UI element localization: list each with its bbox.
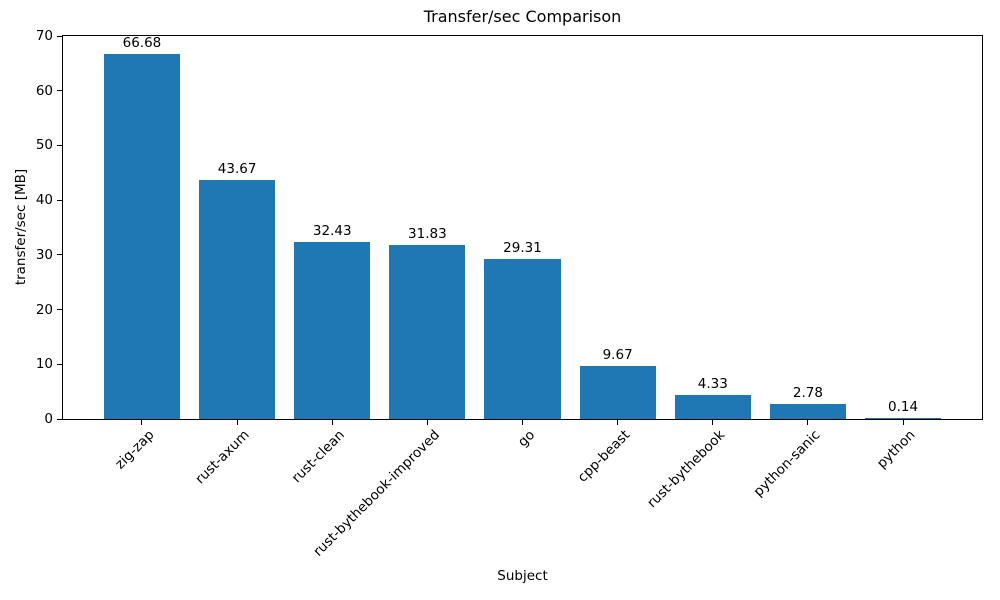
x-axis-tick (902, 420, 904, 425)
x-tick-label-python: python (873, 427, 919, 472)
y-axis-tick-label: 30 (35, 246, 53, 263)
bar-go (484, 258, 561, 419)
bar-rust-bythebook (674, 395, 751, 419)
bar-value-label: 32.43 (312, 222, 352, 239)
y-axis-tick (57, 363, 62, 365)
x-tick-label-cpp-beast: cpp-beast (574, 427, 633, 486)
y-axis-tick-label: 10 (35, 356, 53, 373)
y-axis-tick-label: 60 (35, 82, 53, 99)
y-axis-tick-label: 0 (44, 411, 53, 427)
y-axis-label: transfer/sec [MB] (13, 168, 29, 286)
bar-cpp-beast (579, 366, 656, 419)
y-axis-tick (57, 309, 62, 311)
bar-value-label: 29.31 (503, 239, 542, 256)
bar-value-label: 43.67 (217, 161, 257, 178)
y-axis-tick-label: 40 (35, 192, 53, 209)
bar-value-label: 66.68 (122, 35, 162, 52)
y-axis-tick (57, 35, 62, 37)
y-axis-tick (57, 418, 62, 420)
x-tick-label-rust-axum: rust-axum (192, 427, 253, 488)
x-tick-label-rust-bythebook: rust-bythebook (643, 427, 729, 512)
x-tick-label-go: go (514, 427, 538, 451)
y-axis-tick (57, 199, 62, 201)
chart-title: Transfer/sec Comparison (423, 7, 622, 26)
bar-zig-zap (103, 54, 180, 419)
bar-value-label: 31.83 (408, 225, 447, 242)
x-axis-tick (236, 420, 238, 425)
x-tick-label-python-sanic: python-sanic (750, 427, 824, 500)
x-tick-label-rust-clean: rust-clean (288, 427, 348, 487)
plot-area: 0 10 20 30 40 50 60 70 66.68 zig-zap 43.67 rust-axu… (36, 28, 983, 560)
bar-rust-bythebook-improved (389, 244, 466, 419)
bar-python-sanic (769, 403, 846, 419)
bar-value-label: 4.33 (697, 376, 728, 393)
y-axis-tick-label: 70 (35, 28, 53, 44)
bar-python (864, 418, 942, 419)
bar-rust-clean (294, 241, 371, 419)
y-axis-tick (57, 254, 62, 256)
x-axis-label: Subject (497, 568, 548, 584)
x-axis-tick (807, 420, 809, 425)
x-axis-tick (426, 420, 428, 425)
x-axis-tick (141, 420, 143, 425)
x-axis-tick (617, 420, 619, 425)
bar-value-label: 9.67 (602, 347, 633, 364)
y-axis-tick-label: 20 (35, 301, 53, 318)
bar-value-label: 2.78 (792, 384, 823, 401)
bar-rust-axum (199, 180, 276, 419)
y-axis-tick (57, 144, 62, 146)
x-axis-tick (712, 420, 714, 425)
x-tick-label-zig-zap: zig-zap (111, 427, 158, 473)
x-axis-tick (331, 420, 333, 425)
y-axis-tick (57, 90, 62, 92)
x-axis-tick (522, 420, 523, 425)
bar-value-label: 0.14 (888, 399, 919, 416)
y-axis-tick-label: 50 (35, 137, 53, 154)
